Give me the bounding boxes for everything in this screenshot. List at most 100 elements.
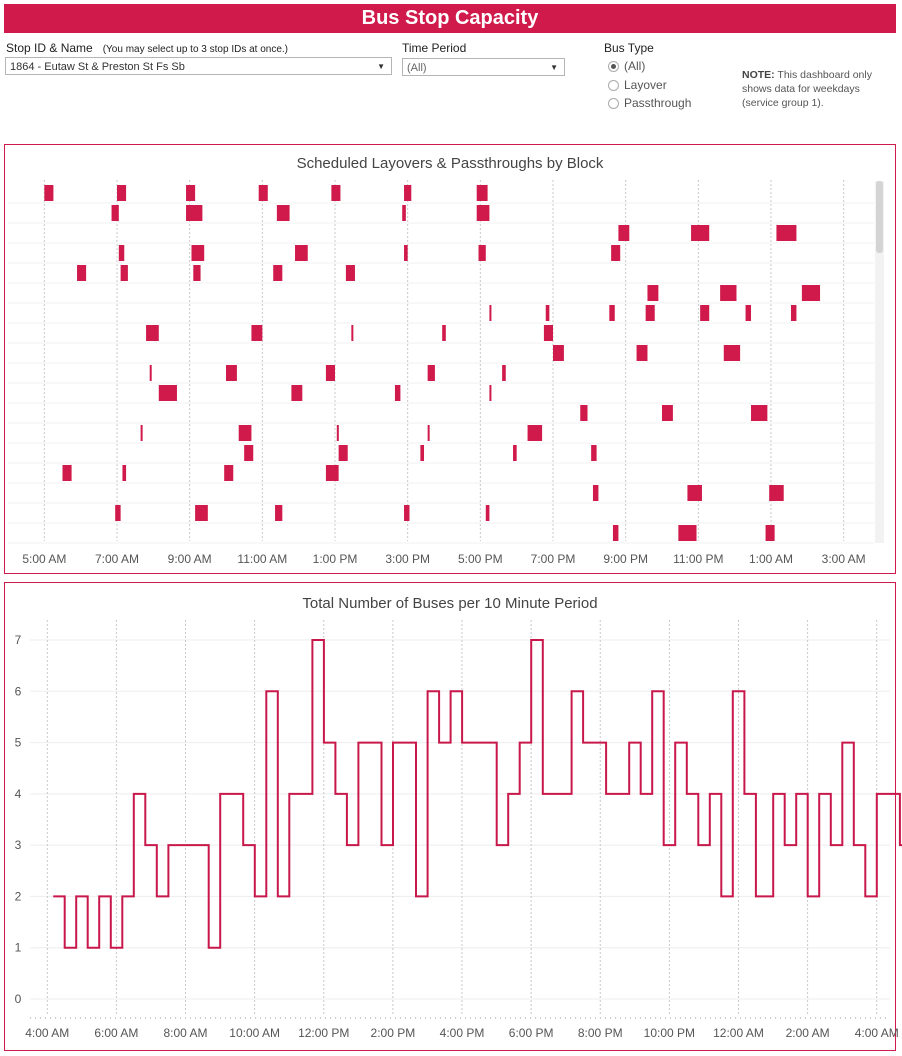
scrollbar-thumb[interactable] — [876, 181, 883, 253]
gantt-bar — [580, 405, 588, 421]
gantt-bar — [338, 445, 348, 461]
line-x-tick-label: 8:00 PM — [578, 1026, 623, 1040]
gantt-bar — [790, 305, 797, 321]
gantt-bar — [645, 305, 655, 321]
gantt-bar — [44, 185, 54, 201]
bus-count-step-line — [53, 639, 902, 949]
gantt-x-tick-label: 1:00 PM — [313, 552, 358, 566]
bustype-radio-passthrough[interactable]: Passthrough — [608, 96, 691, 110]
gantt-bar — [489, 385, 492, 401]
bustype-radio-all[interactable]: (All) — [608, 59, 645, 73]
gantt-bar — [662, 405, 673, 421]
gantt-bar — [120, 265, 128, 281]
gantt-x-tick-label: 7:00 PM — [531, 552, 576, 566]
gantt-x-tick-label: 9:00 AM — [168, 552, 212, 566]
stop-filter-label-text: Stop ID & Name — [6, 41, 93, 55]
line-x-tick-label: 4:00 AM — [25, 1026, 69, 1040]
gantt-x-tick-label: 7:00 AM — [95, 552, 139, 566]
gantt-bar — [545, 305, 550, 321]
page-title: Bus Stop Capacity — [361, 7, 539, 29]
gantt-bar — [186, 205, 203, 221]
radio-icon — [608, 97, 619, 109]
gantt-bar — [115, 505, 121, 521]
gantt-bar — [191, 245, 205, 261]
gantt-bar — [647, 285, 659, 301]
gantt-bar — [553, 345, 564, 361]
gantt-bar — [325, 365, 335, 381]
gantt-bar — [122, 465, 127, 481]
gantt-bar — [700, 305, 710, 321]
gantt-bar — [427, 365, 435, 381]
gantt-bar — [489, 305, 492, 321]
gantt-bar — [427, 425, 430, 441]
line-panel: Total Number of Buses per 10 Minute Peri… — [4, 582, 896, 1051]
gantt-bar — [258, 185, 268, 201]
gantt-bar — [592, 485, 599, 501]
gantt-bar — [117, 185, 127, 201]
line-y-tick-label: 1 — [15, 941, 22, 955]
gantt-bar — [513, 445, 517, 461]
gantt-bar — [226, 365, 237, 381]
line-x-tick-label: 6:00 AM — [94, 1026, 138, 1040]
line-y-tick-label: 7 — [15, 633, 22, 647]
gantt-bar — [275, 505, 283, 521]
line-y-tick-label: 0 — [15, 992, 22, 1006]
gantt-bar — [687, 485, 702, 501]
bustype-filter-label: Bus Type — [604, 41, 654, 55]
line-y-tick-label: 2 — [15, 889, 22, 903]
gantt-bar — [295, 245, 308, 261]
line-y-tick-label: 3 — [15, 838, 22, 852]
gantt-bar — [527, 425, 543, 441]
time-select-value: (All) — [407, 62, 427, 74]
chevron-down-icon: ▼ — [550, 63, 558, 72]
stop-filter-hint: (You may select up to 3 stop IDs at once… — [102, 44, 289, 55]
line-y-tick-label: 5 — [15, 736, 22, 750]
chevron-down-icon: ▼ — [377, 62, 385, 71]
gantt-bar — [485, 505, 490, 521]
line-x-tick-label: 4:00 AM — [855, 1026, 899, 1040]
gantt-bar — [118, 245, 125, 261]
line-x-tick-label: 4:00 PM — [440, 1026, 485, 1040]
line-y-tick-label: 6 — [15, 684, 22, 698]
page-title-banner: Bus Stop Capacity — [4, 4, 896, 33]
note-label: NOTE: — [742, 69, 775, 81]
gantt-bar — [611, 245, 621, 261]
gantt-bar — [765, 525, 775, 541]
gantt-bar — [543, 325, 553, 341]
gantt-title: Scheduled Layovers & Passthroughs by Blo… — [296, 155, 604, 172]
gantt-bar — [745, 305, 752, 321]
stop-select-value: 1864 - Eutaw St & Preston St Fs Sb — [10, 61, 185, 73]
gantt-bar — [251, 325, 263, 341]
gantt-bar — [77, 265, 87, 281]
stop-select[interactable]: 1864 - Eutaw St & Preston St Fs Sb ▼ — [5, 57, 392, 75]
gantt-x-tick-label: 1:00 AM — [749, 552, 793, 566]
gantt-bar — [146, 325, 159, 341]
bustype-option-label: Passthrough — [624, 96, 692, 110]
scrollbar-track[interactable] — [875, 181, 884, 543]
line-x-tick-label: 10:00 AM — [229, 1026, 280, 1040]
gantt-bar — [801, 285, 821, 301]
gantt-bar — [678, 525, 697, 541]
gantt-bar — [404, 245, 408, 261]
gantt-bar — [244, 445, 254, 461]
bustype-option-label: (All) — [624, 59, 646, 73]
gantt-bar — [420, 445, 425, 461]
stop-filter-label: Stop ID & Name (You may select up to 3 s… — [6, 41, 288, 55]
gantt-bar — [442, 325, 446, 341]
gantt-bar — [404, 185, 412, 201]
gantt-bar — [149, 365, 152, 381]
line-title: Total Number of Buses per 10 Minute Peri… — [302, 595, 598, 612]
line-y-tick-label: 4 — [15, 787, 22, 801]
gantt-x-tick-label: 3:00 PM — [385, 552, 430, 566]
gantt-bar — [720, 285, 737, 301]
bustype-radio-layover[interactable]: Layover — [608, 78, 667, 92]
line-x-tick-label: 12:00 PM — [298, 1026, 349, 1040]
time-filter-label: Time Period — [402, 41, 467, 55]
gantt-x-tick-label: 11:00 AM — [237, 552, 287, 566]
line-x-tick-label: 2:00 PM — [371, 1026, 416, 1040]
gantt-bar — [609, 305, 615, 321]
gantt-bar — [618, 225, 630, 241]
time-select[interactable]: (All) ▼ — [402, 58, 565, 76]
